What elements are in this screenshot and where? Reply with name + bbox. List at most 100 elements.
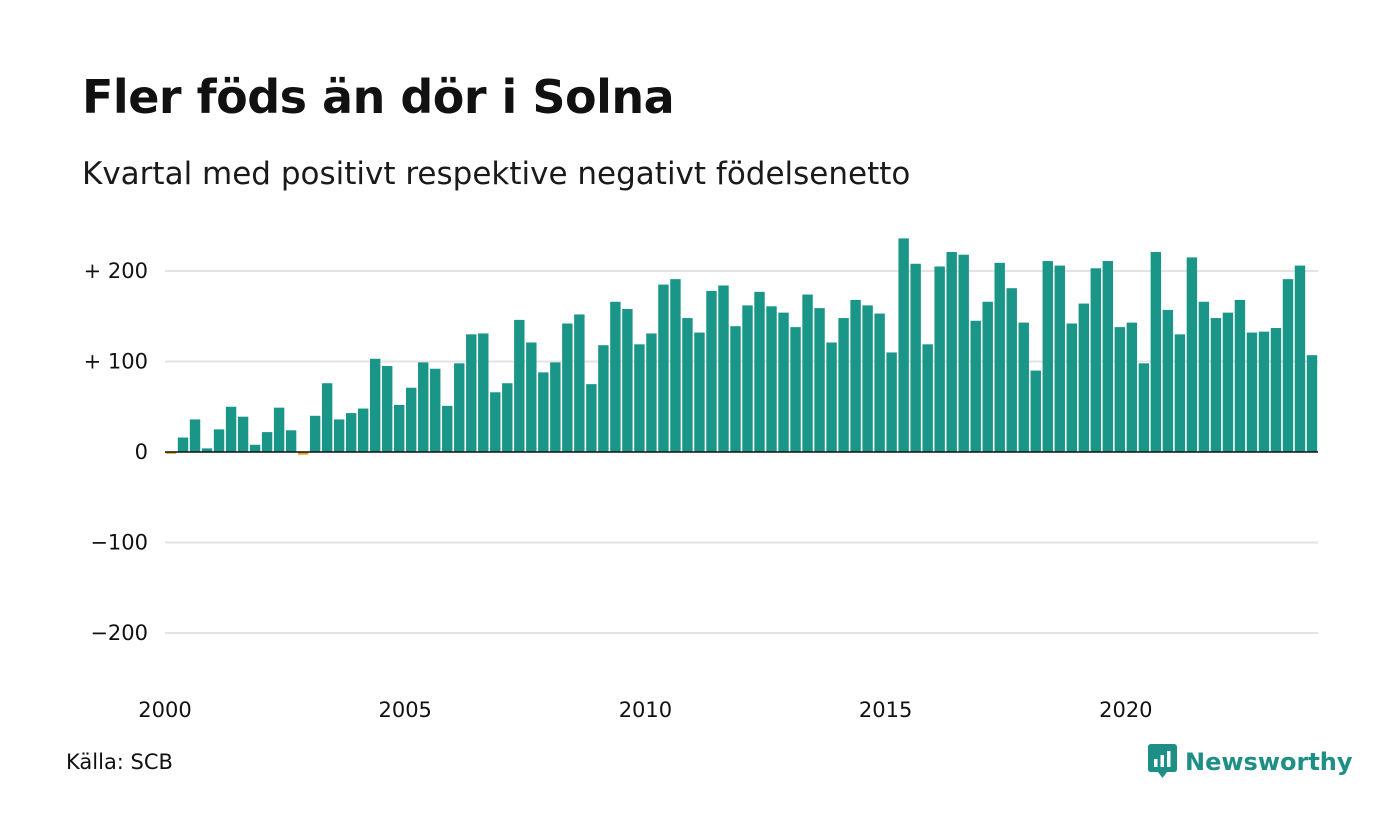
- bar: [165, 452, 177, 454]
- bar: [1162, 309, 1174, 452]
- x-tick-labels: 2000 2005 2010 2015 2020: [138, 698, 1152, 722]
- bar: [1126, 322, 1138, 452]
- bar: [1198, 301, 1210, 452]
- bar: [430, 368, 441, 452]
- bar: [249, 444, 261, 452]
- x-tick-label: 2020: [1099, 698, 1152, 722]
- bar: [502, 383, 513, 452]
- bar: [1234, 299, 1246, 452]
- bar: [1042, 261, 1053, 452]
- y-tick-label: + 100: [84, 350, 148, 374]
- bar: [1114, 327, 1126, 452]
- bar: [1306, 355, 1318, 452]
- chart-subtitle: Kvartal med positivt respektive negativt…: [82, 156, 911, 192]
- bar: [1102, 261, 1114, 452]
- bar: [1054, 265, 1065, 452]
- bars: [165, 238, 1318, 455]
- bar: [1066, 323, 1077, 452]
- bar: [418, 362, 429, 452]
- bar: [802, 294, 813, 452]
- bar: [730, 326, 741, 452]
- bar: [994, 262, 1005, 452]
- source-note: Källa: SCB: [66, 750, 173, 774]
- bar: [297, 452, 309, 455]
- bar: [574, 314, 585, 452]
- x-tick-label: 2005: [378, 698, 431, 722]
- bar: [285, 430, 297, 452]
- bar: [886, 352, 897, 452]
- bar: [261, 432, 273, 452]
- bar: [754, 291, 765, 452]
- bar: [454, 363, 465, 452]
- bar: [526, 342, 537, 452]
- y-tick-label: 0: [135, 440, 148, 464]
- y-tick-label: −200: [90, 621, 148, 645]
- bar: [550, 362, 561, 452]
- bar: [466, 334, 477, 452]
- bar: [1006, 288, 1017, 452]
- bar: [237, 416, 249, 452]
- bar: [874, 313, 885, 452]
- bar: [1174, 334, 1186, 452]
- bar: [345, 413, 357, 452]
- bar: [610, 301, 621, 452]
- bar: [321, 383, 333, 452]
- bar: [658, 284, 669, 452]
- bar: [850, 299, 861, 452]
- bar: [778, 312, 789, 452]
- bar: [369, 358, 381, 452]
- grid-lines: [165, 270, 1318, 634]
- bar: [970, 320, 981, 452]
- bar: [189, 419, 201, 452]
- bar: [1270, 328, 1282, 452]
- bar: [201, 448, 213, 452]
- bar: [634, 344, 645, 452]
- bar: [622, 309, 633, 452]
- bar: [490, 392, 501, 452]
- bar: [922, 344, 933, 452]
- bar: [718, 285, 729, 452]
- bar: [1258, 331, 1270, 452]
- bar: [1246, 332, 1258, 452]
- bar: [1078, 303, 1090, 452]
- bar: [1294, 265, 1306, 452]
- bar: [442, 405, 453, 452]
- bar: [742, 305, 753, 452]
- x-tick-label: 2015: [859, 698, 912, 722]
- bar: [213, 429, 225, 452]
- bar: [1138, 363, 1150, 452]
- bar: [682, 318, 693, 452]
- bar: [1186, 257, 1198, 452]
- bar: [814, 308, 825, 452]
- bar: [538, 372, 549, 452]
- bar: [309, 415, 321, 452]
- bar: [381, 366, 393, 452]
- bar: [478, 333, 489, 452]
- bar: [862, 305, 873, 452]
- bar: [958, 254, 969, 452]
- bar: [826, 342, 837, 452]
- bar: [838, 318, 849, 452]
- bar: [598, 345, 609, 452]
- bar: [982, 301, 993, 452]
- bar-chart: + 200 + 100 0 −100 −200 2000 2005 2010 2015 2020: [84, 238, 1318, 722]
- y-tick-label: −100: [90, 531, 148, 555]
- bar: [1030, 370, 1041, 452]
- y-tick-label: + 200: [84, 259, 148, 283]
- bar: [333, 419, 345, 452]
- bar: [1090, 268, 1102, 452]
- bar: [586, 384, 597, 452]
- bar: [646, 333, 657, 452]
- brand-logo[interactable]: Newsworthy: [1148, 744, 1353, 779]
- bar: [273, 407, 285, 452]
- bar: [898, 238, 909, 452]
- chart-title: Fler föds än dör i Solna: [82, 70, 675, 124]
- bar: [357, 408, 369, 452]
- brand-name: Newsworthy: [1185, 747, 1353, 776]
- bar: [934, 266, 945, 452]
- bar: [1210, 318, 1222, 452]
- newsworthy-icon: [1148, 744, 1177, 778]
- bar: [910, 263, 921, 452]
- x-tick-label: 2000: [138, 698, 191, 722]
- bar: [1222, 312, 1234, 452]
